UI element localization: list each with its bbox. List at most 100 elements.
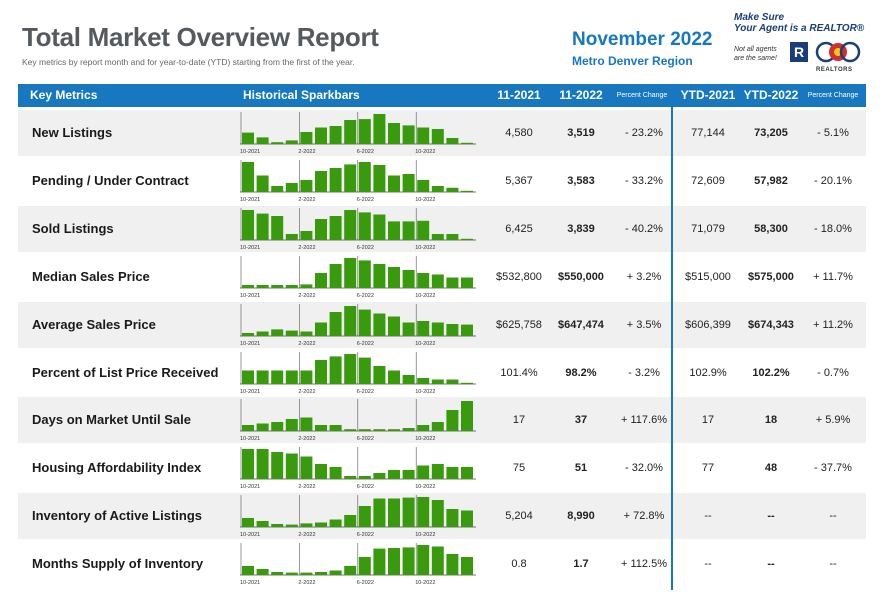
sparkbar [285, 524, 298, 528]
ytd-pct-change-value: - 37.7% [814, 462, 852, 475]
sparkbar [285, 233, 298, 240]
sparkbar [431, 185, 444, 192]
table-row: Pending / Under Contract 10-2021 2-2022 6-2… [18, 158, 866, 204]
sparkbar [388, 470, 400, 480]
metric-label: Percent of List Price Received [32, 364, 219, 380]
ytd-pct-change-value: - 18.0% [814, 222, 852, 235]
sparkbar [431, 274, 444, 288]
sparkbar [256, 423, 269, 432]
sparkbar [402, 269, 415, 288]
sparkbar-chart: 10-2021 2-2022 6-2022 10-2022 [240, 495, 476, 538]
sparkbar [461, 510, 473, 528]
sparkbar [329, 167, 342, 192]
ytd-pct-change-value: + 11.7% [813, 270, 853, 283]
month-curr-value: $647,474 [558, 318, 604, 331]
sparkbar [431, 322, 444, 336]
car-logo [815, 41, 861, 63]
ytd-pct-change-value: - 5.1% [817, 127, 849, 139]
sparkbar [271, 572, 284, 576]
sparkbar [271, 524, 284, 528]
ytd-pct-change-value: -- [829, 510, 837, 523]
sparkbar [358, 476, 371, 480]
sparkbar [373, 114, 386, 144]
ytd-curr-value: -- [767, 510, 775, 523]
sparkbar [388, 429, 400, 432]
sparkbar [461, 382, 473, 384]
car-logo-label: REALTORS [816, 67, 853, 73]
sparkbar [461, 277, 473, 288]
ytd-curr-value: $575,000 [748, 270, 794, 283]
month-prev-value: $532,800 [496, 270, 542, 283]
month-prev-value: 75 [512, 462, 526, 475]
sparkbar [388, 498, 400, 528]
sparkbar [300, 179, 313, 192]
sparkbar-axis-label: 10-2021 [240, 149, 260, 155]
ytd-curr-value: -- [767, 558, 775, 571]
sparkbar [446, 233, 459, 240]
sparkbar [402, 428, 415, 432]
pct-change-value: + 3.5% [626, 318, 662, 331]
sparkbar-axis-label: 2-2022 [298, 341, 315, 347]
table-row: Sold Listings 10-2021 2-2022 6-2022 10-2022 6… [18, 205, 866, 252]
ytd-prev-value: 71,079 [691, 222, 725, 235]
sparkbar [242, 518, 254, 528]
sparkbar [417, 465, 430, 480]
sparkbar-axis-label: 6-2022 [357, 245, 374, 251]
sparkbar [300, 331, 313, 336]
sparkbar-axis-label: 10-2021 [240, 389, 260, 395]
sparkbar-axis-label: 2-2022 [298, 245, 315, 251]
sparkbar [315, 464, 327, 480]
pct-change-value: - 40.2% [625, 222, 663, 235]
sparkbar [315, 522, 327, 528]
month-curr-value: 3,583 [567, 174, 595, 187]
month-prev-value: 5,204 [505, 510, 533, 523]
sparkbar [285, 284, 298, 288]
ytd-pct-change-value: - 20.1% [814, 174, 852, 187]
sparkbar [329, 126, 342, 144]
ytd-pct-change-value: - 0.7% [817, 366, 849, 379]
sparkbar [271, 215, 284, 240]
sparkbar [256, 449, 269, 480]
sparkbar [329, 519, 342, 528]
sparkbar [446, 138, 459, 144]
sparkbar [344, 476, 357, 480]
sparkbar [358, 119, 371, 144]
sparkbar [446, 509, 459, 528]
sparkbar [431, 129, 444, 144]
table-header: Key Metrics Historical Sparkbars 11-2021… [18, 84, 866, 107]
sparkbar-axis-label: 10-2021 [240, 532, 260, 538]
sparkbar [446, 410, 459, 432]
sparkbar [315, 572, 327, 576]
sparkbar-axis-label: 10-2022 [415, 341, 435, 347]
month-curr-value: 98.2% [565, 366, 597, 379]
header-ytd-curr: YTD-2022 [743, 88, 799, 102]
sparkbar [461, 467, 473, 480]
sparkbar-axis-label: 10-2021 [240, 436, 260, 442]
sparkbar-chart: 10-2021 2-2022 6-2022 10-2022 [240, 255, 476, 299]
sparkbar [461, 401, 473, 432]
sparkbar-axis-label: 10-2022 [415, 389, 435, 395]
sparkbar [417, 179, 430, 192]
table-row: Housing Affordability Index 10-2021 2-2022… [18, 445, 866, 491]
month-curr-value: 3,519 [567, 127, 595, 139]
header-ytd-prev: YTD-2021 [680, 88, 736, 102]
sparkbar [271, 328, 284, 336]
sparkbar [358, 357, 371, 384]
sparkbar [242, 284, 254, 288]
sparkbar [315, 322, 327, 336]
ytd-curr-value: 18 [764, 414, 778, 427]
sparkbar [388, 266, 400, 288]
sparkbar [315, 359, 327, 384]
sparkbar-axis-label: 10-2022 [415, 197, 435, 203]
sparkbar-chart: 10-2021 2-2022 6-2022 10-2022 [240, 303, 476, 347]
ytd-pct-change-value: -- [829, 558, 837, 571]
sparkbar [300, 417, 313, 432]
sparkbar [315, 170, 327, 192]
promo-small-1: Not all agents [734, 46, 777, 53]
sparkbar-axis-label: 6-2022 [357, 484, 374, 490]
sparkbar [315, 218, 327, 240]
sparkbar [402, 547, 415, 576]
sparkbar [431, 500, 444, 528]
metric-label: Pending / Under Contract [32, 172, 189, 188]
sparkbar-axis-label: 2-2022 [298, 293, 315, 299]
